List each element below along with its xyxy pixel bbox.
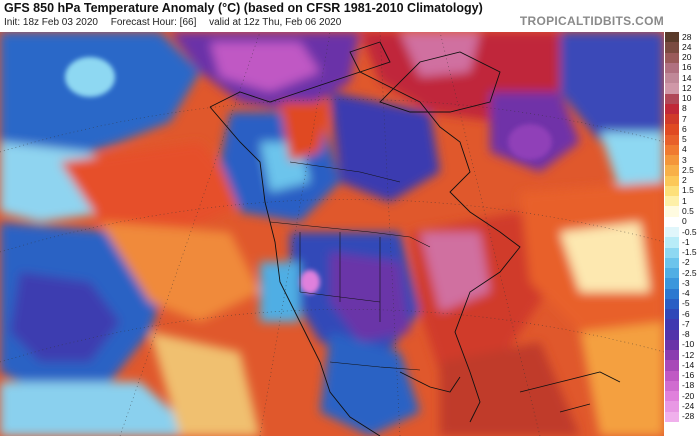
colorbar-swatch: [665, 155, 679, 166]
colorbar-swatch: [665, 411, 679, 423]
colorbar-label: 10: [682, 93, 692, 104]
colorbar-swatch: [665, 165, 679, 177]
colorbar-label: 2.5: [682, 164, 694, 175]
init-time: Init: 18z Feb 03 2020: [4, 17, 98, 28]
colorbar-label: 4: [682, 144, 687, 155]
anomaly-field: [0, 32, 664, 436]
header: GFS 850 hPa Temperature Anomaly (°C) (ba…: [0, 0, 700, 32]
colorbar-swatch: [665, 196, 679, 207]
colorbar-label: -24: [682, 400, 695, 411]
colorbar-swatch: [665, 391, 679, 402]
colorbar-label: -14: [682, 359, 695, 370]
colorbar-label: -7: [682, 318, 690, 329]
colorbar-swatch: [665, 278, 679, 290]
colorbar-swatch: [665, 319, 679, 331]
colorbar-label: -0.5: [682, 226, 697, 237]
colorbar-label: 1.5: [682, 185, 694, 196]
colorbar-label: -20: [682, 390, 695, 401]
colorbar-label: 6: [682, 123, 687, 134]
anomaly-map: [0, 32, 664, 436]
colorbar-swatch: [665, 32, 679, 43]
colorbar-swatch: [665, 288, 679, 300]
coastlines: [209, 41, 621, 436]
colorbar-label: 8: [682, 103, 687, 114]
colorbar-swatch: [665, 42, 679, 53]
colorbar-label: 7: [682, 113, 687, 124]
colorbar-label: 20: [682, 52, 692, 63]
forecast-hour: Forecast Hour: [66]: [110, 17, 197, 28]
brand-watermark: TROPICALTIDBITS.COM: [519, 14, 664, 28]
colorbar-swatch: [665, 237, 679, 248]
colorbar-swatch: [665, 329, 679, 341]
colorbar-swatch: [665, 350, 679, 361]
colorbar-swatch: [665, 309, 679, 320]
colorbar-label: 24: [682, 41, 692, 52]
colorbar-label: 5: [682, 134, 687, 145]
colorbar-label: 0.5: [682, 205, 694, 216]
colorbar-swatch: [665, 370, 679, 382]
colorbar-label: -3: [682, 277, 690, 288]
colorbar-label: 2: [682, 175, 687, 186]
colorbar-swatch: [665, 83, 679, 95]
colorbar-swatch: [665, 206, 679, 218]
colorbar-label: 14: [682, 72, 692, 83]
colorbar-label: -10: [682, 339, 695, 350]
colorbar-swatch: [665, 93, 679, 105]
colorbar-swatch: [665, 339, 679, 351]
colorbar-swatch: [665, 360, 679, 372]
valid-time: valid at 12z Thu, Feb 06 2020: [209, 17, 342, 28]
colorbar-swatch: [665, 144, 679, 156]
colorbar-swatch: [665, 298, 679, 310]
colorbar-label: -18: [682, 380, 695, 391]
colorbar-label: -6: [682, 308, 690, 319]
graticule: [0, 32, 664, 436]
colorbar-swatch: [665, 114, 679, 125]
colorbar-swatch: [665, 185, 679, 197]
anomaly-detail: [65, 57, 552, 294]
colorbar-swatch: [665, 216, 679, 228]
colorbar-swatch: [665, 73, 679, 84]
colorbar-label: -4: [682, 288, 690, 299]
colorbar-swatch: [665, 175, 679, 187]
map-canvas: [0, 32, 664, 436]
colorbar-label: -1: [682, 236, 690, 247]
colorbar-swatch: [665, 257, 679, 269]
colorbar-label: 28: [682, 31, 692, 42]
colorbar-swatch: [665, 380, 679, 392]
colorbar-swatch: [665, 227, 679, 238]
colorbar-label: -16: [682, 370, 695, 381]
colorbar-label: 3: [682, 154, 687, 165]
colorbar-label: -28: [682, 411, 695, 422]
colorbar-label: -2.5: [682, 267, 697, 278]
map-title: GFS 850 hPa Temperature Anomaly (°C) (ba…: [4, 1, 483, 15]
colorbar-swatch: [665, 247, 679, 259]
map-subtitle: Init: 18z Feb 03 2020 Forecast Hour: [66…: [4, 17, 351, 28]
colorbar-swatch: [665, 401, 679, 413]
colorbar-label: 12: [682, 82, 692, 93]
colorbar-label: -12: [682, 349, 695, 360]
colorbar-swatch: [665, 62, 679, 74]
borders: [269, 161, 431, 371]
colorbar-swatch: [665, 103, 679, 115]
colorbar-label: 16: [682, 62, 692, 73]
colorbar-legend: 28 24 20 16 14 12 10 8 7 6 5 4 3 2.5 2 1.5 1 0.5 0 -0.5 -1 -1…: [665, 31, 700, 423]
colorbar-label: -1.5: [682, 247, 697, 258]
colorbar-label: 0: [682, 216, 687, 227]
colorbar-label: 1: [682, 195, 687, 206]
colorbar-swatch: [665, 268, 679, 279]
colorbar-swatch: [665, 52, 679, 64]
colorbar-label: -8: [682, 329, 690, 340]
colorbar-label: -2: [682, 257, 690, 268]
colorbar-swatch: [665, 124, 679, 136]
colorbar-swatch: [665, 134, 679, 146]
colorbar-label: -5: [682, 298, 690, 309]
